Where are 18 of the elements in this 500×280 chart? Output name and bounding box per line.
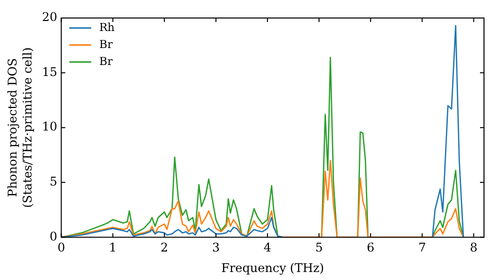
legend-label: Br (99, 54, 114, 68)
y-axis-title: Phonon projected DOS (States/THz·primitive cell) (6, 47, 35, 208)
x-tick-label: 2 (160, 240, 168, 255)
y-tick-label: 5 (50, 174, 58, 189)
x-tick-label: 8 (470, 240, 478, 255)
legend-label: Br (99, 38, 114, 51)
y-tick-label: 15 (42, 64, 58, 79)
legend-label: Rh (99, 20, 115, 34)
x-tick-label: 4 (264, 240, 272, 255)
x-tick-label: 6 (366, 240, 374, 255)
x-tick-label: 3 (212, 240, 220, 255)
x-tick-label: 7 (418, 240, 426, 255)
x-tick-label: 1 (109, 240, 117, 255)
y-tick-label: 10 (42, 120, 58, 134)
y-tick-label: 20 (42, 10, 58, 24)
x-tick-label: 5 (315, 240, 323, 255)
x-axis-title: Frequency (THz) (221, 260, 324, 275)
y-tick-label: 0 (50, 229, 58, 244)
